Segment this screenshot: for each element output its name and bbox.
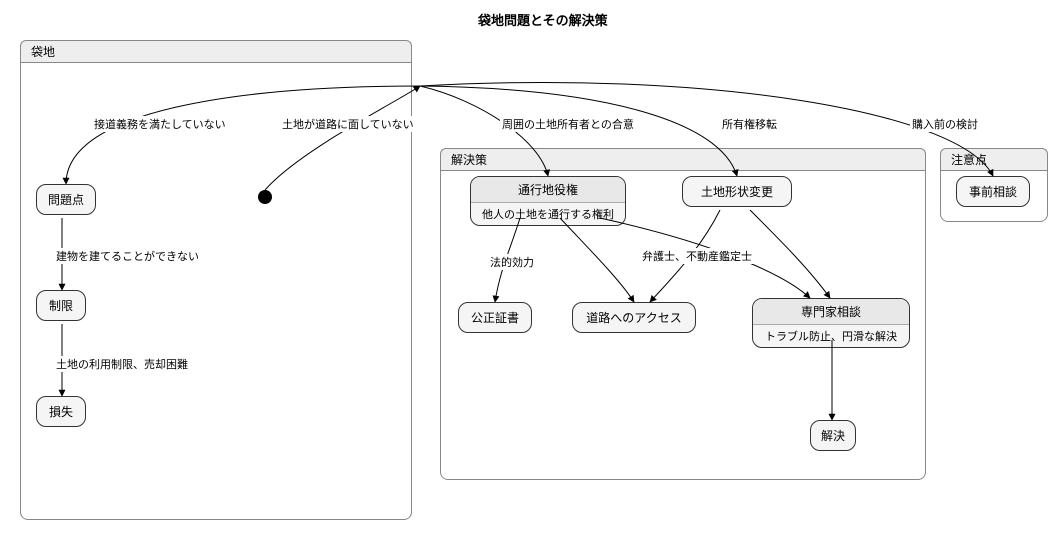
node-label: 専門家相談: [753, 299, 909, 325]
node-solve: 解決: [810, 420, 856, 451]
edge-label: 周囲の土地所有者との合意: [500, 116, 636, 132]
cluster-fukurochi: 袋地: [20, 40, 412, 520]
node-label: 損失: [37, 397, 85, 426]
edge-label: 弁護士、不動産鑑定士: [640, 248, 754, 264]
start-node: [258, 190, 272, 204]
node-label: 解決: [811, 421, 855, 450]
node-label: 道路へのアクセス: [573, 303, 695, 332]
edge-label: 法的効力: [488, 254, 536, 270]
node-label: 公正証書: [459, 303, 531, 332]
edge-label: 土地の利用制限、売却困難: [54, 356, 190, 372]
node-expert: 専門家相談 トラブル防止、円滑な解決: [752, 298, 910, 348]
node-loss: 損失: [36, 396, 86, 427]
node-tsuko: 通行地役権 他人の土地を通行する権利: [470, 176, 626, 226]
node-access: 道路へのアクセス: [572, 302, 696, 333]
edge-label: 購入前の検討: [910, 116, 980, 132]
node-label: 土地形状変更: [683, 177, 791, 206]
cluster-label: 注意点: [940, 148, 1048, 171]
node-label: 通行地役権: [471, 177, 625, 203]
edge-label: 所有権移転: [720, 116, 779, 132]
node-sublabel: 他人の土地を通行する権利: [471, 203, 625, 225]
node-sublabel: トラブル防止、円滑な解決: [753, 325, 909, 347]
node-label: 制限: [37, 291, 85, 320]
node-label: 問題点: [37, 185, 95, 214]
node-jizen: 事前相談: [956, 176, 1030, 207]
cluster-label: 袋地: [20, 40, 412, 63]
node-kosei: 公正証書: [458, 302, 532, 333]
node-limit: 制限: [36, 290, 86, 321]
edge-label: 接道義務を満たしていない: [92, 116, 228, 132]
node-label: 事前相談: [957, 177, 1029, 206]
cluster-label: 解決策: [440, 148, 926, 171]
node-problem: 問題点: [36, 184, 96, 215]
diagram-title: 袋地問題とその解決策: [478, 10, 608, 29]
node-tochi: 土地形状変更: [682, 176, 792, 207]
edge-label: 土地が道路に面していない: [280, 116, 416, 132]
edge-label: 建物を建てることができない: [54, 248, 201, 264]
